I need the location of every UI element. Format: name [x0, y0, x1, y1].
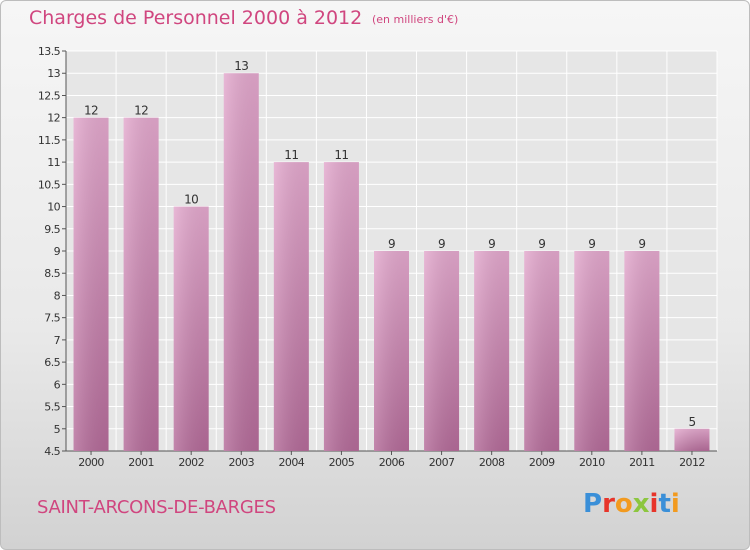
y-tick-label: 8	[54, 289, 61, 302]
y-tick-label: 6.5	[44, 356, 60, 369]
data-label: 9	[388, 237, 395, 251]
y-tick-label: 13	[47, 67, 60, 80]
y-tick-label: 10.5	[38, 178, 61, 191]
y-tick-label: 7.5	[44, 312, 60, 325]
x-tick-label: 2003	[228, 456, 254, 469]
y-tick-label: 7	[54, 334, 61, 347]
data-label: 12	[84, 104, 98, 118]
logo-letter: t	[658, 489, 671, 519]
bar-shade	[323, 162, 359, 451]
data-label: 9	[438, 237, 445, 251]
y-tick-label: 6	[54, 378, 61, 391]
bar-shade	[374, 251, 409, 451]
bar-shade	[73, 117, 109, 452]
x-tick-label: 2009	[529, 456, 555, 469]
x-tick-label: 2006	[379, 456, 405, 469]
bar-shade	[424, 251, 460, 451]
y-tick-label: 11.5	[38, 134, 61, 147]
logo-letter: o	[614, 489, 633, 519]
y-tick-label: 4.5	[44, 445, 60, 458]
bar-shade	[624, 251, 660, 451]
data-label: 11	[284, 148, 298, 162]
y-tick-label: 5.5	[44, 401, 60, 414]
data-label: 9	[488, 237, 495, 251]
y-tick-label: 12	[47, 112, 60, 125]
y-tick-label: 10	[47, 201, 60, 214]
x-tick-label: 2001	[128, 456, 154, 469]
chart-subtitle: (en milliers d'€)	[372, 13, 459, 26]
bar-shade	[273, 162, 309, 451]
bar-shade	[223, 73, 259, 451]
chart-title: Charges de Personnel 2000 à 2012	[29, 7, 363, 29]
y-tick-label: 8.5	[44, 267, 60, 280]
proxiti-logo: Proxiti	[583, 489, 680, 519]
y-tick-label: 11	[47, 156, 60, 169]
data-label: 11	[334, 148, 348, 162]
logo-letter: i	[670, 489, 680, 519]
x-tick-label: 2008	[479, 456, 505, 469]
data-label: 9	[538, 237, 545, 251]
bar-shade	[674, 428, 710, 451]
bar-shade	[574, 251, 610, 451]
data-label: 9	[638, 237, 645, 251]
logo-letter: r	[602, 489, 615, 519]
x-tick-label: 2000	[78, 456, 104, 469]
x-tick-label: 2005	[329, 456, 355, 469]
x-tick-label: 2010	[579, 456, 605, 469]
y-tick-label: 12.5	[38, 89, 61, 102]
data-label: 12	[134, 104, 148, 118]
logo-letter: P	[583, 489, 603, 519]
bar-shade	[173, 206, 209, 451]
x-tick-label: 2011	[629, 456, 655, 469]
y-tick-label: 9	[54, 245, 61, 258]
x-tick-label: 2004	[279, 456, 305, 469]
x-tick-label: 2007	[429, 456, 455, 469]
bar-shade	[123, 117, 159, 452]
x-tick-label: 2012	[679, 456, 705, 469]
logo-letter: i	[649, 489, 659, 519]
y-tick-label: 9.5	[44, 223, 60, 236]
bar-shade	[474, 251, 510, 451]
logo-letter: x	[632, 489, 650, 519]
commune-name: SAINT-ARCONS-DE-BARGES	[37, 497, 276, 518]
data-label: 9	[588, 237, 595, 251]
data-label: 5	[688, 415, 695, 429]
data-label: 13	[234, 59, 248, 73]
y-tick-label: 13.5	[38, 45, 61, 58]
x-tick-label: 2002	[178, 456, 204, 469]
bar-shade	[524, 251, 560, 451]
data-label: 10	[184, 193, 198, 207]
y-tick-label: 5	[54, 423, 61, 436]
